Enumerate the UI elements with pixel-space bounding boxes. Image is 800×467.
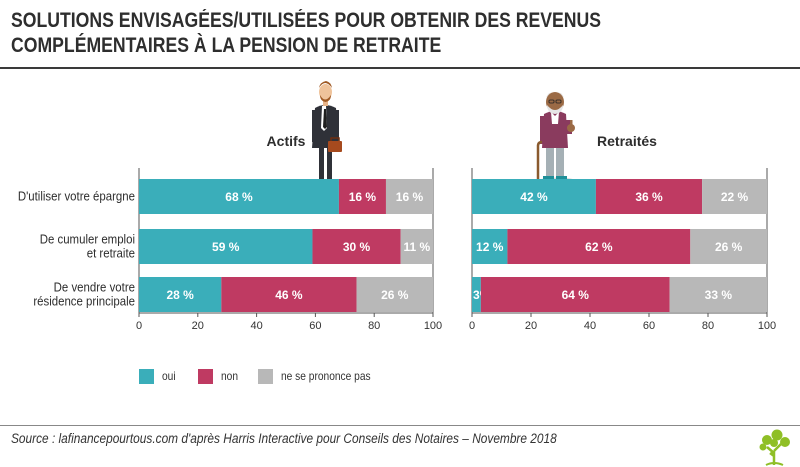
legend-swatch-oui (139, 368, 154, 384)
data-label-non-3: 46 % (275, 288, 303, 302)
legend-item-non: non (198, 368, 241, 384)
data-label-ne-se-prononce-pas-3: 26 % (381, 288, 409, 302)
category-label-3: résidence principale (33, 294, 135, 309)
bar-non-2 (312, 229, 401, 264)
data-label-non-1: 36 % (635, 190, 663, 204)
data-label-non-1: 16 % (349, 190, 377, 204)
legend-label-oui: oui (162, 369, 176, 383)
x-tick-label: 40 (250, 320, 262, 332)
category-label-3: De vendre votre (54, 280, 136, 295)
businessman-illustration (312, 81, 345, 186)
x-tick-label: 60 (643, 320, 655, 332)
source-divider (0, 425, 800, 426)
x-tick-label: 20 (525, 320, 537, 332)
bar-oui-3 (139, 277, 222, 312)
legend-item-nsp: ne se prononce pas (258, 368, 386, 384)
bar-oui-1 (139, 179, 339, 214)
source-text: Source : lafinancepourtous.com d'après H… (11, 431, 557, 446)
bar-non-3 (221, 277, 357, 312)
bar-oui-3 (472, 277, 481, 312)
data-label-non-3: 64 % (562, 288, 590, 302)
bar-non-1 (595, 179, 703, 214)
data-label-oui-2: 59 % (212, 240, 240, 254)
x-tick-label: 40 (584, 320, 596, 332)
bar-ne-se-prononce-pas-1 (702, 179, 767, 214)
panel-retraites: Retraités 0 20 40 60 80 100 42 % 36 % 22 % 12 % 62 … (469, 133, 776, 332)
bar-non-3 (480, 277, 670, 312)
data-label-ne-se-prononce-pas-2: 11 % (403, 240, 430, 254)
title-divider (0, 67, 800, 69)
data-label-ne-se-prononce-pas-3: 33 % (705, 288, 733, 302)
panel-actifs: Actifs 0 20 40 60 80 100 68 % 16 % 16 % D'utiliser… (18, 133, 442, 332)
x-tick-label: 100 (424, 320, 442, 332)
x-tick-label: 80 (368, 320, 380, 332)
data-label-oui-1: 42 % (520, 190, 548, 204)
bar-ne-se-prononce-pas-3 (356, 277, 433, 312)
x-tick-label: 80 (702, 320, 714, 332)
panel-title-retraites: Retraités (597, 133, 657, 149)
tree-logo-icon (759, 429, 790, 466)
bar-ne-se-prononce-pas-2 (400, 229, 433, 264)
data-label-non-2: 30 % (343, 240, 371, 254)
retiree-illustration (536, 91, 575, 183)
bar-ne-se-prononce-pas-2 (690, 229, 767, 264)
x-tick-label: 0 (469, 320, 475, 332)
chart-title-line-2: COMPLÉMENTAIRES À LA PENSION DE RETRAITE (11, 34, 442, 57)
legend-swatch-nsp (258, 368, 273, 384)
legend-swatch-non (198, 368, 213, 384)
x-tick-label: 60 (309, 320, 321, 332)
data-label-ne-se-prononce-pas-1: 22 % (721, 190, 749, 204)
data-label-oui-3: 28 % (166, 288, 194, 302)
data-label-ne-se-prononce-pas-2: 26 % (715, 240, 743, 254)
bar-oui-1 (472, 179, 596, 214)
bar-ne-se-prononce-pas-3 (669, 277, 767, 312)
data-label-ne-se-prononce-pas-1: 16 % (396, 190, 424, 204)
category-label-1: D'utiliser votre épargne (18, 189, 135, 204)
bar-non-2 (507, 229, 691, 264)
chart-title: SOLUTIONS ENVISAGÉES/UTILISÉES POUR OBTE… (11, 8, 666, 58)
bar-oui-2 (139, 229, 313, 264)
category-label-2: De cumuler emploi (40, 232, 135, 247)
x-tick-label: 100 (758, 320, 776, 332)
x-tick-label: 20 (192, 320, 204, 332)
data-label-non-2: 62 % (585, 240, 613, 254)
bar-oui-2 (472, 229, 508, 264)
legend-item-oui: oui (139, 368, 178, 384)
bar-ne-se-prononce-pas-1 (385, 179, 433, 214)
bar-non-1 (338, 179, 386, 214)
legend-label-nsp: ne se prononce pas (281, 369, 371, 383)
chart-title-line-1: SOLUTIONS ENVISAGÉES/UTILISÉES POUR OBTE… (11, 9, 602, 32)
legend-label-non: non (221, 369, 239, 383)
x-tick-label: 0 (136, 320, 142, 332)
data-label-oui-1: 68 % (225, 190, 253, 204)
panel-title-actifs: Actifs (267, 133, 306, 149)
category-label-2: et retraite (87, 246, 135, 261)
data-label-oui-2: 12 % (476, 240, 504, 254)
